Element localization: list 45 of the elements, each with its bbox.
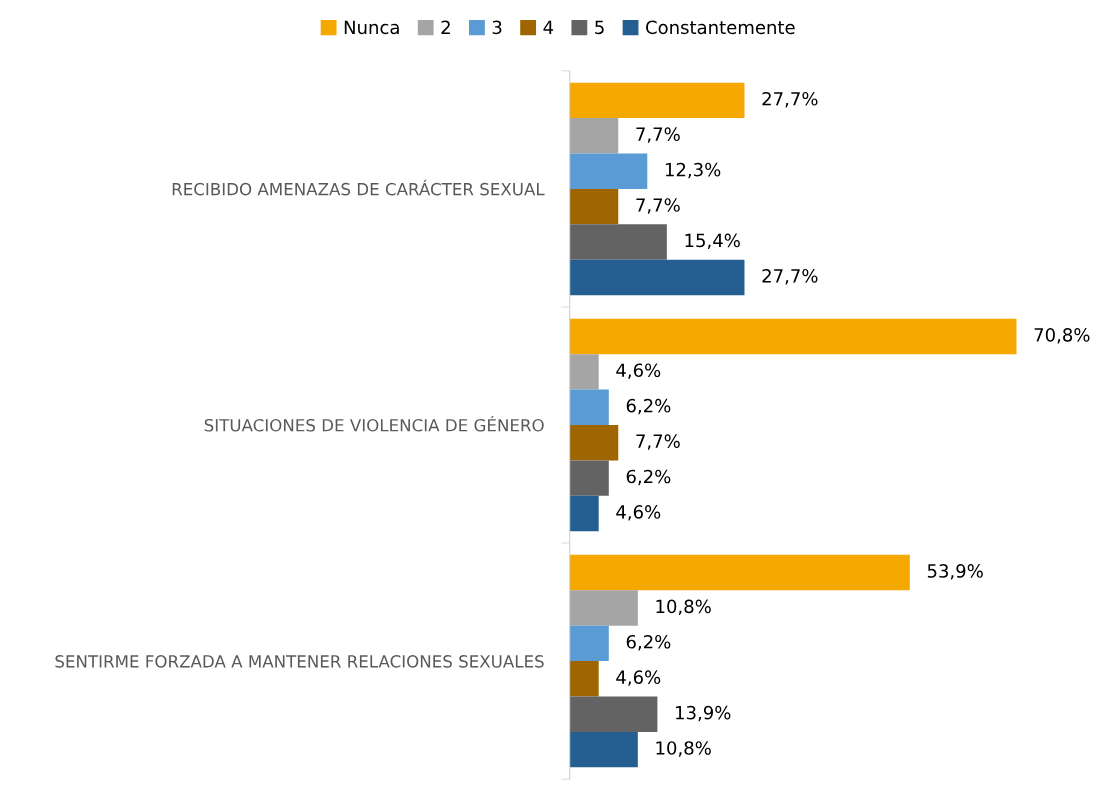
data-label: 7,7%	[636, 127, 680, 143]
bar	[569, 495, 599, 532]
bar	[569, 424, 619, 461]
data-label: 10,8%	[656, 599, 711, 616]
data-label: 4,6%	[616, 670, 661, 686]
data-label: 7,7%	[636, 434, 680, 450]
bar	[569, 354, 599, 390]
data-label: 27,7%	[762, 269, 818, 285]
y-tick-label: SENTIRME FORZADA A MANTENER RELACIONES SEXUALES	[55, 655, 544, 668]
legend-label: 2	[441, 20, 450, 34]
data-label: 6,2%	[626, 398, 671, 415]
legend-label: Nunca	[344, 20, 399, 35]
data-label: 15,4%	[685, 233, 740, 250]
bar	[569, 224, 667, 260]
bar	[569, 118, 619, 154]
data-label: 13,9%	[676, 705, 731, 722]
data-label: 6,2%	[626, 469, 671, 486]
bar	[569, 696, 658, 732]
data-label: 6,2%	[626, 634, 671, 651]
bar	[569, 153, 648, 189]
y-tick-label: RECIBIDO AMENAZAS DE CARÁCTER SEXUAL	[172, 179, 545, 196]
legend-label: Constantemente	[646, 20, 795, 35]
bar	[569, 590, 638, 626]
bar	[569, 318, 1017, 355]
legend-label: 4	[543, 20, 554, 34]
bar	[569, 625, 609, 662]
data-label: 27,7%	[762, 91, 818, 108]
data-label: 7,7%	[636, 198, 680, 214]
data-label: 4,6%	[616, 363, 661, 379]
bar	[569, 554, 910, 591]
data-label: 10,8%	[656, 741, 711, 757]
bar	[569, 259, 745, 296]
bar	[569, 731, 638, 768]
bar	[569, 82, 745, 119]
y-tick-label: SITUACIONES DE VIOLENCIA DE GÉNERO	[204, 415, 544, 432]
data-label: 53,9%	[927, 564, 983, 580]
bar	[569, 460, 609, 496]
bar	[569, 661, 599, 697]
data-label: 12,3%	[665, 162, 721, 179]
bar	[569, 389, 609, 425]
bar	[569, 188, 619, 225]
legend-label: 3	[492, 20, 502, 35]
data-label: 4,6%	[616, 505, 661, 521]
data-label: 70,8%	[1034, 328, 1090, 344]
legend-label: 5	[595, 20, 604, 35]
